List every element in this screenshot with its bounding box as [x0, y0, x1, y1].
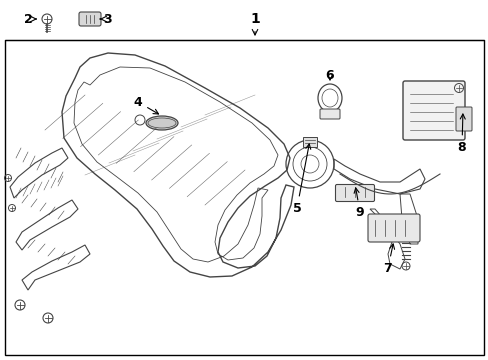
FancyBboxPatch shape [455, 107, 471, 131]
FancyBboxPatch shape [319, 109, 339, 119]
FancyBboxPatch shape [79, 12, 101, 26]
Text: 9: 9 [353, 188, 364, 219]
FancyBboxPatch shape [367, 214, 419, 242]
Text: 3: 3 [103, 13, 112, 26]
Ellipse shape [146, 116, 178, 130]
Text: 2: 2 [23, 13, 32, 26]
Text: 4: 4 [133, 95, 158, 114]
Text: 8: 8 [457, 114, 466, 153]
Text: 6: 6 [325, 68, 334, 81]
Bar [5, 40, 483, 355]
FancyBboxPatch shape [335, 185, 374, 202]
Text: 1: 1 [250, 12, 259, 35]
Text: 7: 7 [383, 244, 394, 275]
Bar [303, 137, 316, 147]
Text: 5: 5 [292, 144, 310, 215]
FancyBboxPatch shape [402, 81, 464, 140]
